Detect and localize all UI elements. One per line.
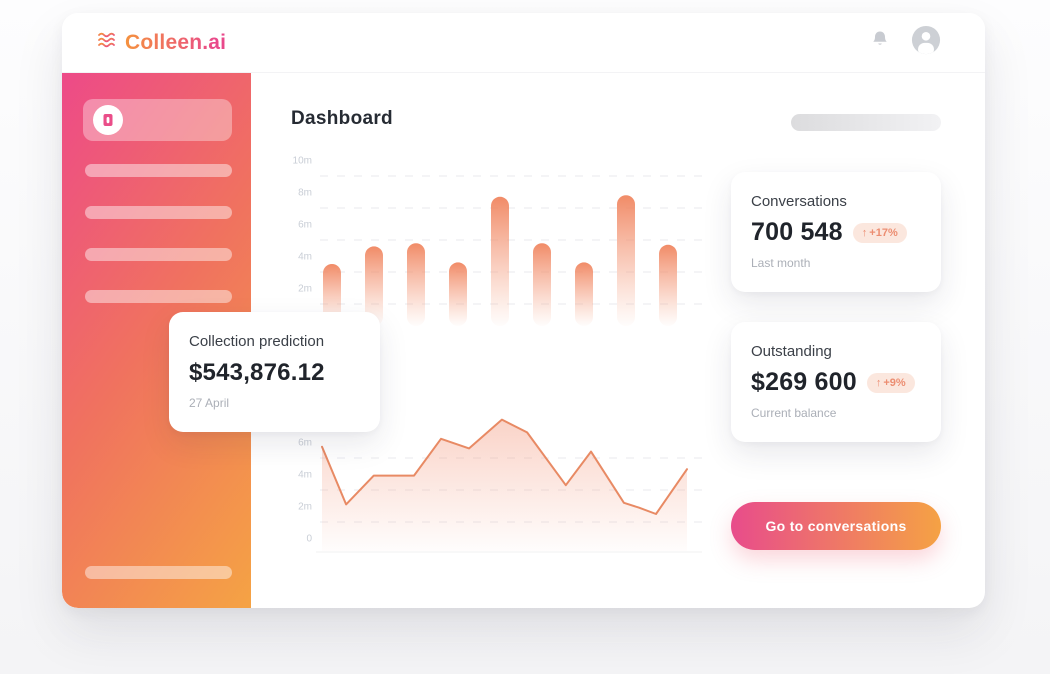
skeleton-placeholder-pill [791,114,941,131]
svg-text:0: 0 [306,534,312,545]
sidebar-item-placeholder[interactable] [85,164,232,177]
top-header: Colleen.ai [62,13,985,73]
waves-icon [97,31,119,54]
prediction-title: Collection prediction [189,333,325,350]
page-title: Dashboard [291,108,393,129]
prediction-amount: $543,876.12 [189,359,325,386]
conversations-value: 700 548 [751,218,843,246]
collection-prediction-card: Collection prediction $543,876.12 27 Apr… [169,312,380,432]
brand-name: Colleen.ai [125,30,227,54]
svg-text:4m: 4m [298,252,312,263]
sidebar-item-dashboard[interactable] [83,99,232,141]
collections-bar-chart: 10m 8m 6m 4m 2m [293,156,702,326]
sidebar-item-placeholder[interactable] [85,290,232,303]
sidebar-item-placeholder[interactable] [85,206,232,219]
conversations-card: Conversations 700 548 ↑ +17% Last month [731,172,941,292]
outstanding-card: Outstanding $269 600 ↑ +9% Current balanc… [731,322,941,442]
outstanding-change-badge: ↑ +9% [866,372,915,393]
svg-text:2m: 2m [298,284,312,295]
user-avatar[interactable] [911,25,941,60]
brand-logo[interactable]: Colleen.ai [97,31,226,55]
svg-text:10m: 10m [293,156,312,167]
prediction-date: 27 April [189,396,230,410]
outstanding-value: $269 600 [751,368,857,396]
svg-text:8m: 8m [298,188,312,199]
svg-text:2m: 2m [298,502,312,513]
svg-text:6m: 6m [298,220,312,231]
svg-text:6m: 6m [298,438,312,449]
go-to-conversations-button[interactable]: Go to conversations [731,502,941,550]
dashboard-icon [93,105,123,135]
arrow-up-icon: ↑ [861,226,868,239]
svg-text:4m: 4m [298,470,312,481]
sidebar-item-placeholder[interactable] [85,248,232,261]
outstanding-title: Outstanding [751,343,832,360]
conversations-change-value: +17% [869,226,898,239]
conversations-subtitle: Last month [751,256,811,270]
conversations-change-badge: ↑ +17% [852,222,907,243]
outstanding-subtitle: Current balance [751,406,837,420]
bell-icon[interactable] [871,30,889,55]
balance-area-chart: 6m 4m 2m 0 [298,418,702,553]
conversations-title: Conversations [751,193,847,210]
outstanding-change-value: +9% [883,376,906,389]
arrow-up-icon: ↑ [875,376,882,389]
sidebar-item-placeholder-bottom[interactable] [85,566,232,579]
app-window: Colleen.ai [62,13,985,608]
